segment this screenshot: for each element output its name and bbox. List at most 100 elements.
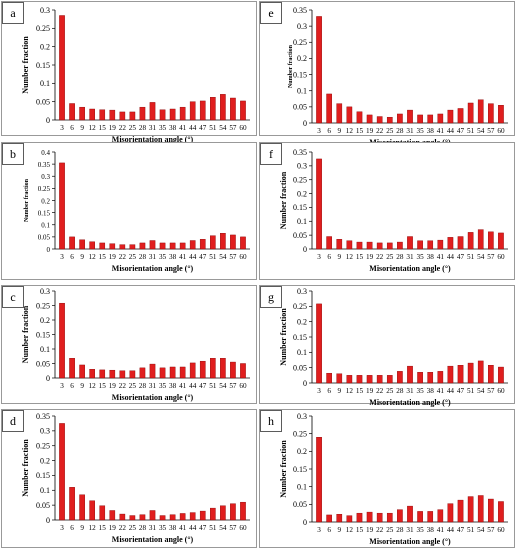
y-tick-label: 0.2 — [297, 317, 307, 326]
y-tick-label: 0.2 — [41, 197, 50, 205]
x-tick-label: 60 — [239, 524, 247, 532]
bar — [397, 371, 403, 384]
bar — [427, 114, 434, 124]
y-tick-label: 0.25 — [293, 176, 307, 185]
x-tick-label: 57 — [487, 387, 495, 395]
x-tick-label: 54 — [219, 253, 227, 261]
x-tick-label: 22 — [376, 253, 384, 261]
bar — [498, 366, 504, 384]
bar — [89, 108, 95, 121]
y-tick-label: 0.25 — [38, 185, 51, 193]
bar — [210, 235, 216, 250]
bar — [109, 369, 116, 379]
bar — [149, 363, 156, 379]
bar — [427, 372, 434, 384]
y-tick-label: 0.1 — [297, 348, 307, 357]
x-tick-label: 41 — [437, 526, 445, 534]
y-tick-label: 0.3 — [40, 287, 50, 296]
x-tick-label: 51 — [209, 253, 217, 261]
bar — [346, 106, 353, 124]
bar — [477, 229, 484, 250]
bar — [210, 507, 216, 521]
x-tick-label: 15 — [99, 524, 107, 532]
bar — [437, 509, 444, 523]
bar — [336, 103, 343, 124]
x-tick-label: 41 — [179, 382, 187, 390]
bar — [89, 241, 95, 250]
bar — [109, 109, 116, 121]
bar — [139, 514, 146, 521]
bar — [79, 106, 85, 121]
bar — [179, 242, 186, 250]
bar — [119, 513, 126, 521]
x-tick-label: 9 — [337, 253, 341, 261]
bar — [189, 362, 196, 379]
y-tick-label: 0 — [303, 119, 307, 128]
x-tick-label: 57 — [487, 526, 495, 534]
panel-g: g 0 0.05 0.1 0.15 0.2 0.25 0.3 3 6 9 12 15 19 22 25 28 31… — [259, 285, 515, 407]
bar — [386, 116, 393, 124]
panel-a: a 0 0.05 0.1 0.15 0.2 0.25 0.3 3 6 9 12 15 19 22 25 28 31… — [1, 1, 257, 144]
y-tick-label: 0.35 — [36, 412, 50, 421]
x-tick-label: 25 — [386, 526, 394, 534]
x-axis-label: Misorientation angle (°) — [369, 537, 451, 546]
bar — [477, 99, 484, 124]
bar — [199, 239, 206, 250]
x-tick-label: 31 — [406, 127, 414, 135]
x-tick-label: 38 — [169, 524, 177, 532]
y-tick-label: 0.15 — [293, 333, 307, 342]
bar — [366, 375, 373, 384]
x-tick-label: 44 — [447, 387, 455, 395]
bar — [407, 505, 413, 523]
x-tick-label: 51 — [209, 124, 217, 132]
x-tick-label: 57 — [229, 524, 237, 532]
y-tick-label: 0.3 — [41, 173, 50, 181]
bar — [159, 515, 166, 521]
x-tick-label: 28 — [396, 387, 404, 395]
bar — [457, 108, 464, 124]
y-tick-label: 0 — [47, 246, 51, 254]
panel-label-box — [2, 143, 24, 165]
bar — [498, 501, 504, 523]
x-tick-label: 44 — [447, 253, 455, 261]
y-tick-label: 0.3 — [297, 22, 307, 31]
bar — [488, 498, 494, 523]
x-tick-label: 31 — [406, 253, 414, 261]
x-tick-label: 3 — [60, 124, 64, 132]
x-tick-label: 15 — [99, 253, 107, 261]
y-tick-label: 0.25 — [293, 429, 307, 438]
panel-h: h 0 0.05 0.1 0.15 0.2 0.25 0.3 3 6 9 12 15 19 22 25 28 31… — [259, 409, 515, 548]
x-tick-label: 25 — [129, 253, 137, 261]
bar — [417, 240, 423, 250]
bar — [336, 239, 343, 250]
bar — [240, 501, 246, 521]
y-tick-label: 0.3 — [40, 6, 50, 15]
bar — [326, 514, 332, 523]
x-tick-label: 15 — [356, 387, 364, 395]
bar — [220, 94, 226, 121]
bar — [139, 242, 146, 250]
x-tick-label: 51 — [209, 524, 217, 532]
y-tick-label: 0 — [46, 374, 50, 383]
x-tick-label: 54 — [219, 382, 227, 390]
bar — [326, 372, 332, 384]
panel-frame — [259, 285, 515, 404]
x-tick-label: 60 — [497, 387, 505, 395]
x-tick-label: 60 — [239, 382, 247, 390]
x-tick-label: 35 — [159, 124, 167, 132]
x-tick-label: 47 — [457, 526, 465, 534]
bar — [457, 499, 464, 523]
y-tick-label: 0.3 — [297, 412, 307, 421]
x-tick-label: 3 — [317, 526, 321, 534]
x-tick-label: 3 — [317, 127, 321, 135]
y-tick-label: 0.35 — [293, 148, 307, 157]
bar — [89, 500, 95, 521]
bar — [316, 158, 322, 250]
x-tick-label: 22 — [376, 526, 384, 534]
bar — [407, 109, 413, 124]
panel-label: f — [269, 147, 273, 161]
bar — [99, 505, 106, 521]
x-tick-label: 19 — [109, 382, 117, 390]
x-tick-label: 19 — [109, 253, 117, 261]
bar — [139, 106, 146, 121]
